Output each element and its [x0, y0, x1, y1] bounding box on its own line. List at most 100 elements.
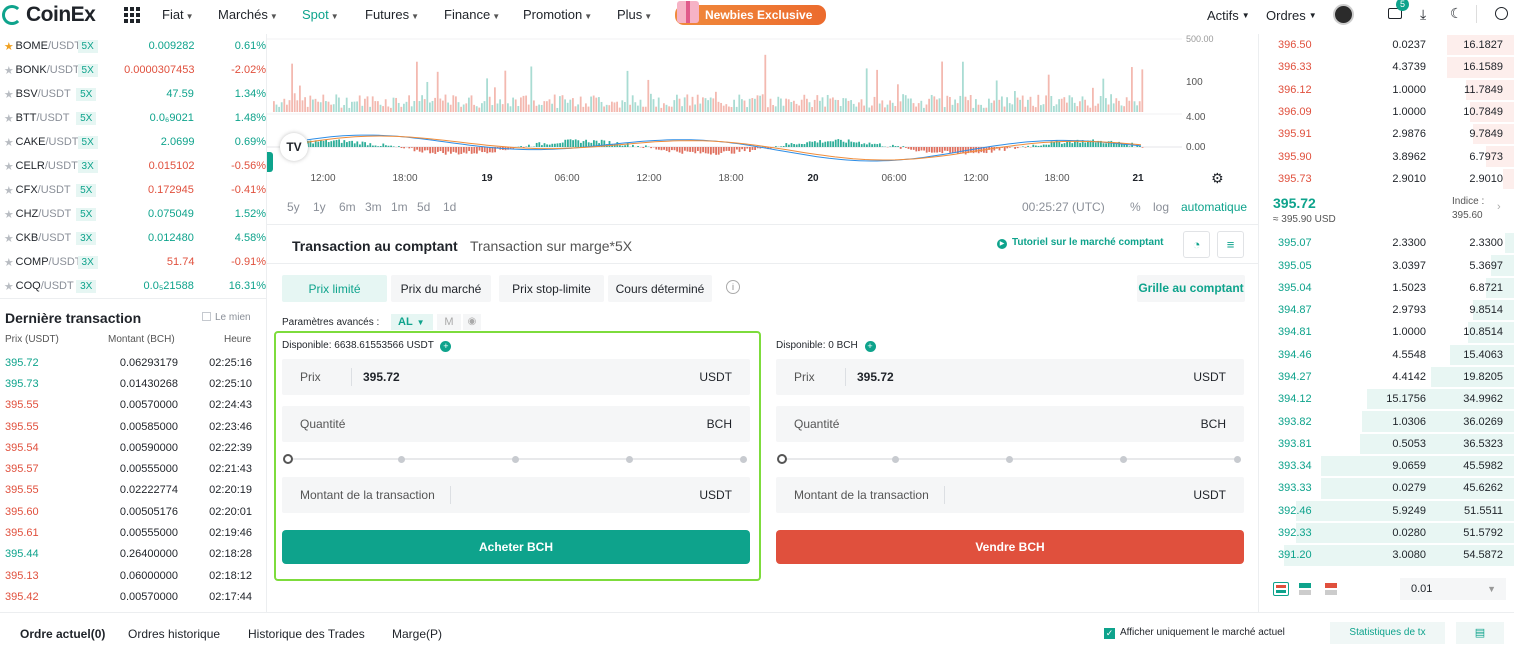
timeframe-5d[interactable]: 5d [417, 200, 431, 214]
bid-row[interactable]: 395.04 1.5023 6.8721 [1262, 277, 1514, 299]
mine-checkbox[interactable]: Le mien [202, 312, 251, 323]
bid-row[interactable]: 394.46 4.5548 15.4063 [1262, 344, 1514, 366]
globe-icon[interactable] [1495, 7, 1508, 20]
adv-al-option[interactable]: AL ▼ [391, 314, 433, 330]
nav-item-3[interactable]: Futures ▼ [365, 7, 419, 22]
avatar[interactable] [1333, 4, 1354, 25]
newbies-exclusive-banner[interactable]: Newbies Exclusive [675, 1, 827, 25]
star-icon[interactable]: ★ [3, 160, 14, 173]
nav-item-2[interactable]: Spot ▼ [302, 7, 339, 22]
nav-item-6[interactable]: Plus ▼ [617, 7, 653, 22]
actifs-menu[interactable]: Actifs ▼ [1207, 7, 1250, 23]
market-row[interactable]: ★ CAKE/USDT 5X 2.0699 0.69% [0, 130, 266, 154]
pie-chart-icon[interactable]: ◔ [1183, 231, 1210, 258]
market-row[interactable]: ★ COQ/USDT 3X 0.0₅21588 16.31% [0, 274, 266, 298]
market-row[interactable]: ★ BONK/USDT 5X 0.0000307453 -2.02% [0, 58, 266, 82]
bottom-tab-0[interactable]: Ordre actuel(0) [20, 627, 106, 641]
bid-row[interactable]: 393.33 0.0279 45.6262 [1262, 477, 1514, 499]
bottom-tab-1[interactable]: Ordres historique [128, 627, 221, 641]
buy-price-input[interactable]: Prix 395.72 USDT [282, 359, 750, 395]
bid-row[interactable]: 391.20 3.0080 54.5872 [1262, 544, 1514, 566]
tx-stats-button[interactable]: Statistiques de tx [1330, 622, 1445, 644]
sell-quantity-input[interactable]: Quantité BCH [776, 406, 1244, 442]
info-icon[interactable]: i [726, 280, 740, 294]
transfer-icon[interactable]: + [864, 341, 876, 352]
bid-row[interactable]: 392.33 0.0280 51.5792 [1262, 522, 1514, 544]
nav-item-4[interactable]: Finance ▼ [444, 7, 501, 22]
star-icon[interactable]: ★ [3, 136, 14, 149]
tab-spot[interactable]: Transaction au comptant [292, 238, 458, 254]
chevron-right-icon[interactable]: › [1497, 201, 1501, 214]
bid-row[interactable]: 395.07 2.3300 2.3300 [1262, 232, 1514, 254]
star-icon[interactable]: ★ [3, 40, 14, 53]
moon-icon[interactable]: ☾ [1450, 5, 1463, 21]
nav-item-1[interactable]: Marchés ▼ [218, 7, 278, 22]
bid-row[interactable]: 395.05 3.0397 5.3697 [1262, 254, 1514, 276]
bids-view-icon[interactable] [1299, 583, 1311, 595]
only-current-market-checkbox[interactable]: ✓ Afficher uniquement le marché actuel [1104, 627, 1285, 639]
precision-select[interactable]: 0.01 ▼ [1400, 578, 1506, 600]
transfer-icon[interactable]: + [440, 341, 452, 352]
star-icon[interactable]: ★ [3, 64, 14, 77]
order-type-tab-0[interactable]: Prix limité [282, 275, 387, 302]
both-sides-view-icon[interactable] [1273, 582, 1289, 596]
bid-row[interactable]: 394.12 15.1756 34.9962 [1262, 388, 1514, 410]
bottom-tab-2[interactable]: Historique des Trades [248, 627, 365, 641]
timeframe-6m[interactable]: 6m [339, 200, 356, 214]
timeframe-1y[interactable]: 1y [313, 200, 326, 214]
sell-button[interactable]: Vendre BCH [776, 530, 1244, 564]
market-row[interactable]: ★ CKB/USDT 3X 0.012480 4.58% [0, 226, 266, 250]
adv-m-option[interactable]: M [437, 314, 461, 330]
apps-grid-icon[interactable] [124, 7, 140, 23]
market-row[interactable]: ★ BSV/USDT 5X 47.59 1.34% [0, 82, 266, 106]
buy-amount-slider[interactable] [283, 453, 750, 465]
buy-button[interactable]: Acheter BCH [282, 530, 750, 564]
bid-row[interactable]: 393.81 0.5053 36.5323 [1262, 433, 1514, 455]
ask-row[interactable]: 395.90 3.8962 6.7973 [1262, 145, 1514, 167]
timeframe-1m[interactable]: 1m [391, 200, 408, 214]
sell-price-input[interactable]: Prix 395.72 USDT [776, 359, 1244, 395]
order-type-tab-3[interactable]: Cours déterminé [608, 275, 712, 302]
price-chart[interactable] [267, 34, 1258, 224]
star-icon[interactable]: ★ [3, 256, 14, 269]
star-icon[interactable]: ★ [3, 88, 14, 101]
ask-row[interactable]: 396.50 0.0237 16.1827 [1262, 34, 1514, 56]
tradingview-logo[interactable]: TV [280, 133, 308, 161]
sell-total-input[interactable]: Montant de la transaction USDT [776, 477, 1244, 513]
nav-item-5[interactable]: Promotion ▼ [523, 7, 593, 22]
percent-toggle[interactable]: % [1130, 200, 1141, 214]
bid-row[interactable]: 392.46 5.9249 51.5511 [1262, 500, 1514, 522]
order-type-tab-2[interactable]: Prix stop-limite [499, 275, 604, 302]
eye-icon[interactable]: ◉ [463, 314, 481, 330]
timeframe-5y[interactable]: 5y [287, 200, 300, 214]
market-row[interactable]: ★ BTT/USDT 5X 0.0₆9021 1.48% [0, 106, 266, 130]
spot-grid-button[interactable]: Grille au comptant [1137, 275, 1245, 302]
buy-total-input[interactable]: Montant de la transaction USDT [282, 477, 750, 513]
market-row[interactable]: ★ CFX/USDT 5X 0.172945 -0.41% [0, 178, 266, 202]
market-row[interactable]: ★ BOME/USDT 5X 0.009282 0.61% [0, 34, 266, 58]
coinex-logo[interactable]: CoinEx [2, 3, 120, 27]
message-icon[interactable] [1388, 8, 1402, 19]
ask-row[interactable]: 396.12 1.0000 11.7849 [1262, 79, 1514, 101]
star-icon[interactable]: ★ [3, 184, 14, 197]
tab-margin[interactable]: Transaction sur marge*5X [470, 238, 633, 254]
log-toggle[interactable]: log [1153, 200, 1170, 214]
buy-quantity-input[interactable]: Quantité BCH [282, 406, 750, 442]
sliders-icon[interactable]: ≡ [1217, 231, 1244, 258]
document-icon[interactable]: ▤ [1456, 622, 1504, 644]
star-icon[interactable]: ★ [3, 112, 14, 125]
star-icon[interactable]: ★ [3, 208, 14, 221]
ordres-menu[interactable]: Ordres ▼ [1266, 7, 1317, 23]
ask-row[interactable]: 395.73 2.9010 2.9010 [1262, 168, 1514, 190]
star-icon[interactable]: ★ [3, 280, 14, 293]
tutorial-link[interactable]: ▶ Tutoriel sur le marché comptant [997, 237, 1164, 249]
bid-row[interactable]: 394.87 2.9793 9.8514 [1262, 299, 1514, 321]
star-icon[interactable]: ★ [3, 232, 14, 245]
market-row[interactable]: ★ CELR/USDT 3X 0.015102 -0.56% [0, 154, 266, 178]
bid-row[interactable]: 393.82 1.0306 36.0269 [1262, 410, 1514, 432]
sell-amount-slider[interactable] [777, 453, 1244, 465]
auto-toggle[interactable]: automatique [1181, 200, 1248, 214]
chart-settings-icon[interactable]: ⚙ [1211, 170, 1224, 186]
timeframe-3m[interactable]: 3m [365, 200, 382, 214]
ask-row[interactable]: 395.91 2.9876 9.7849 [1262, 123, 1514, 145]
